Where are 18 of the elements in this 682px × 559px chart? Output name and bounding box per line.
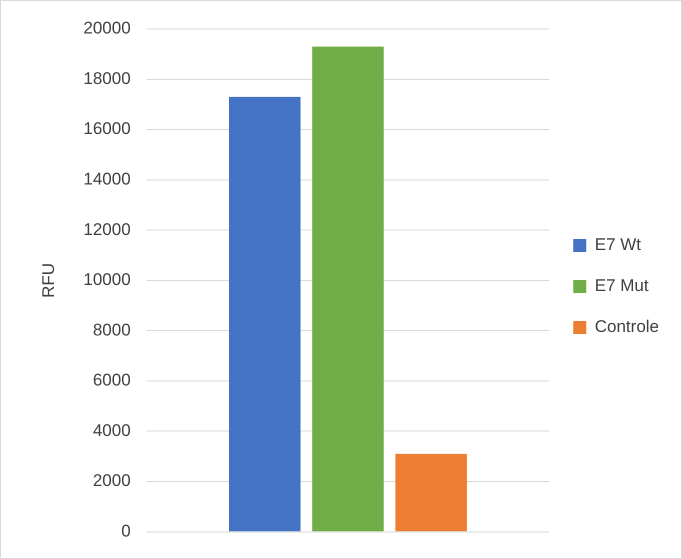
y-tick-label: 4000: [92, 420, 131, 440]
y-tick-label: 18000: [83, 68, 131, 88]
y-tick-label: 10000: [83, 270, 131, 290]
y-tick-label: 0: [121, 521, 131, 540]
y-tick-label: 6000: [92, 370, 131, 390]
y-axis-title: RFU: [38, 262, 58, 298]
y-tick-label: 12000: [83, 220, 131, 239]
legend-label: E7 Mut: [594, 276, 649, 296]
legend-label: E7 Wt: [594, 235, 642, 254]
y-tick-label: 16000: [83, 119, 131, 138]
bar: [312, 46, 384, 532]
bar: [395, 454, 467, 532]
y-tick-label: 20000: [83, 18, 131, 38]
y-tick-label: 8000: [92, 320, 131, 340]
y-tick-label: 2000: [92, 471, 131, 490]
bar: [228, 96, 301, 532]
legend-label: Controle: [594, 317, 660, 336]
y-tick-label: 14000: [83, 170, 131, 189]
